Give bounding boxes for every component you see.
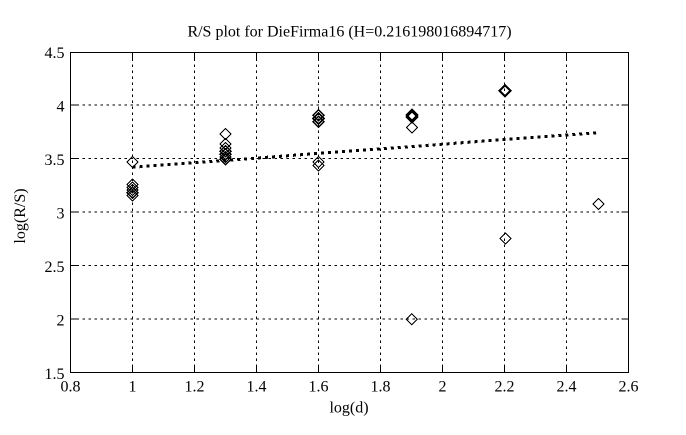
svg-text:1.2: 1.2 bbox=[185, 379, 205, 396]
svg-text:2: 2 bbox=[439, 379, 447, 396]
svg-text:1.4: 1.4 bbox=[247, 379, 267, 396]
svg-text:1.5: 1.5 bbox=[45, 366, 65, 383]
svg-text:2.2: 2.2 bbox=[495, 379, 515, 396]
svg-text:2.4: 2.4 bbox=[557, 379, 577, 396]
svg-text:log(R/S): log(R/S) bbox=[12, 188, 29, 243]
svg-text:1: 1 bbox=[129, 379, 137, 396]
svg-text:0.8: 0.8 bbox=[61, 379, 81, 396]
svg-text:2.5: 2.5 bbox=[45, 259, 65, 276]
svg-text:4: 4 bbox=[57, 98, 65, 115]
svg-text:1.8: 1.8 bbox=[371, 379, 391, 396]
svg-text:3.5: 3.5 bbox=[45, 152, 65, 169]
svg-text:log(d): log(d) bbox=[329, 400, 368, 417]
svg-text:R/S plot for DieFirma16 (H=0.2: R/S plot for DieFirma16 (H=0.21619801689… bbox=[187, 24, 511, 41]
svg-text:3: 3 bbox=[57, 205, 65, 222]
svg-text:2.6: 2.6 bbox=[619, 379, 639, 396]
svg-text:1.6: 1.6 bbox=[309, 379, 329, 396]
svg-text:2: 2 bbox=[57, 312, 65, 329]
svg-text:4.5: 4.5 bbox=[45, 45, 65, 62]
